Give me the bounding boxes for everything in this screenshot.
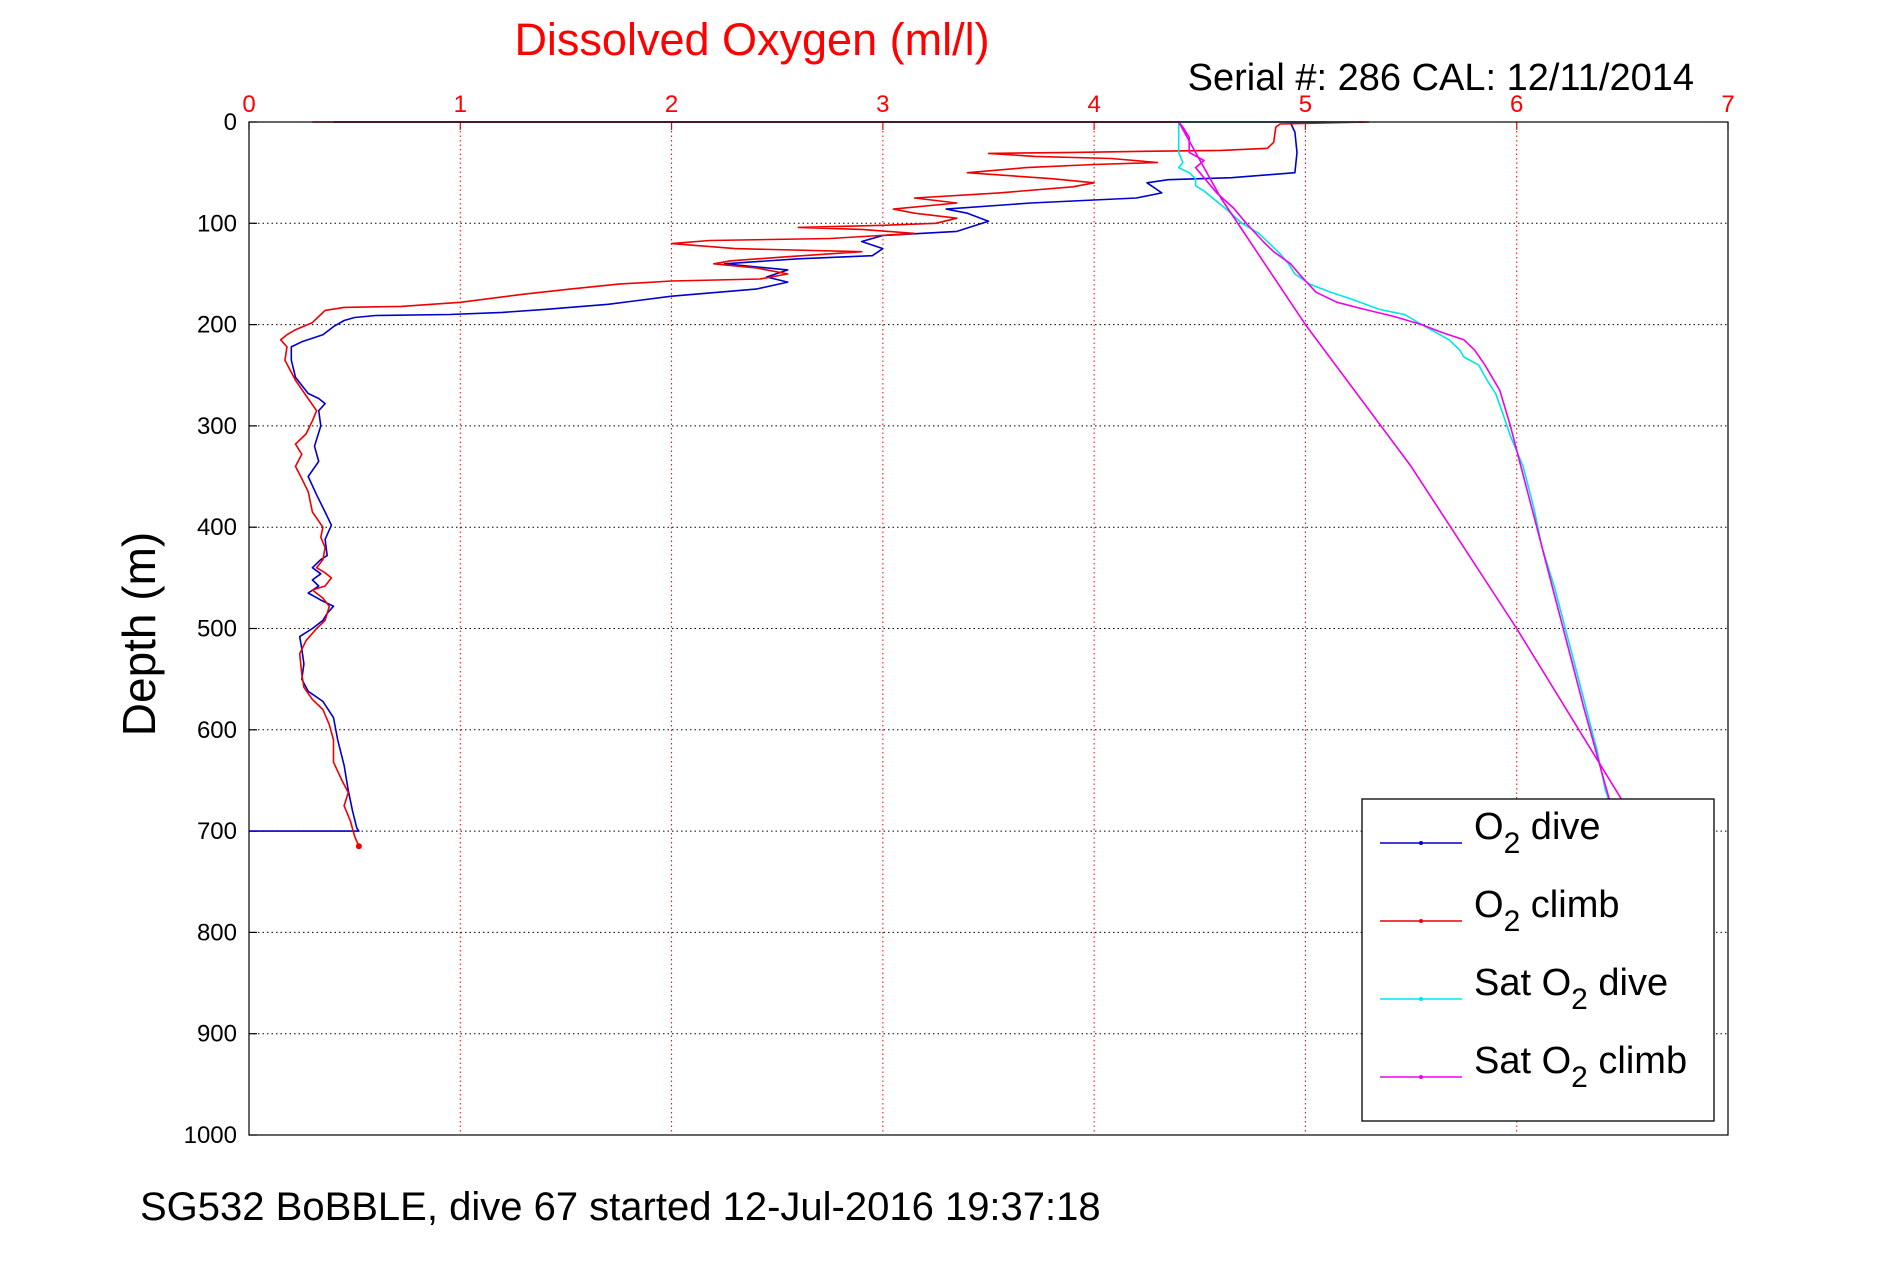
series-line-o2-climb [279, 121, 1370, 847]
x-tick-labels: 0 1 2 3 4 5 6 7 [242, 91, 1734, 118]
legend-label: O2 climb [1474, 884, 1619, 938]
x-tick-label: 7 [1721, 91, 1734, 118]
x-tick-label: 3 [876, 91, 889, 118]
legend: O2 dive O2 climb Sat O2 dive Sat O2 climb [1361, 798, 1715, 1122]
y-tick-labels: 0 100 200 300 400 500 600 700 800 900 1000 [184, 109, 237, 1149]
dive-info-footer: SG532 BoBBLE, dive 67 started 12-Jul-201… [140, 1185, 1101, 1229]
series-line-o2-dive [249, 121, 1328, 832]
legend-swatch-marker [1419, 841, 1423, 845]
y-tick-label: 300 [197, 413, 237, 440]
chart-title: Dissolved Oxygen (ml/l) [514, 14, 989, 65]
y-tick-label: 900 [197, 1021, 237, 1048]
climb-start-marker [355, 843, 362, 850]
x-tick-label: 2 [665, 91, 678, 118]
y-tick-label: 800 [197, 919, 237, 946]
y-tick-label: 500 [197, 616, 237, 643]
legend-label: Sat O2 dive [1474, 962, 1668, 1016]
legend-swatch-marker [1419, 919, 1423, 923]
x-tick-label: 1 [454, 91, 467, 118]
legend-swatch-marker [1419, 1075, 1423, 1079]
y-tick-label: 600 [197, 717, 237, 744]
y-tick-label: 0 [224, 109, 237, 136]
y-axis-label: Depth (m) [113, 532, 165, 736]
y-tick-label: 700 [197, 818, 237, 845]
legend-label: O2 dive [1474, 806, 1601, 860]
y-tick-label: 400 [197, 514, 237, 541]
serial-cal-subtitle: Serial #: 286 CAL: 12/11/2014 [1188, 57, 1694, 99]
series-layer [249, 121, 1624, 850]
y-tick-label: 200 [197, 312, 237, 339]
x-tick-label: 0 [242, 91, 255, 118]
legend-swatch-marker [1419, 997, 1423, 1001]
series-line-sat-o2-climb [1177, 121, 1624, 802]
legend-box [1361, 798, 1715, 1122]
legend-label: Sat O2 climb [1474, 1040, 1687, 1094]
x-tick-label: 6 [1510, 91, 1523, 118]
y-tick-label: 100 [197, 210, 237, 237]
plot-frame [248, 121, 1729, 1136]
x-tick-label: 4 [1087, 91, 1100, 118]
y-tick-label: 1000 [184, 1122, 237, 1149]
x-tick-label: 5 [1299, 91, 1312, 118]
